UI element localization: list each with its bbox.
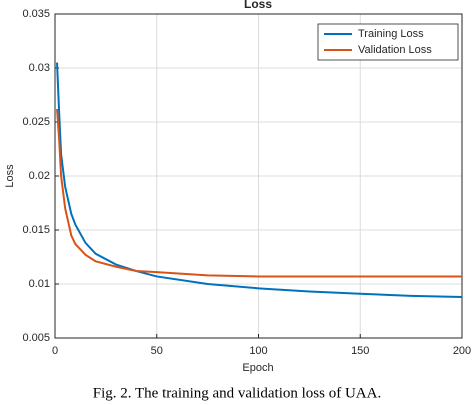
x-tick-label: 0 <box>52 345 58 357</box>
x-tick-label: 200 <box>453 345 471 357</box>
legend-label: Training Loss <box>358 28 424 40</box>
line <box>56 62 463 298</box>
y-tick-label: 0.03 <box>29 62 50 74</box>
y-tick-label: 0.02 <box>29 170 50 182</box>
x-tick-label: 100 <box>249 345 267 357</box>
y-tick-label: 0.015 <box>22 224 50 236</box>
line <box>56 108 462 278</box>
y-tick-label: 0.025 <box>22 116 50 128</box>
caption: Fig. 2. The training and validation loss… <box>93 385 381 401</box>
y-tick-label: 0.01 <box>29 278 50 290</box>
y-axis-label: Loss <box>4 164 16 188</box>
x-tick-label: 50 <box>151 345 163 357</box>
y-tick-label: 0.035 <box>22 8 50 20</box>
chart-title: Loss <box>244 0 272 11</box>
legend-box <box>317 23 459 61</box>
y-tick-label: 0.005 <box>22 332 50 344</box>
x-axis-label: Epoch <box>242 362 273 374</box>
plot-frame <box>54 13 463 339</box>
x-tick-label: 150 <box>351 345 369 357</box>
legend-label: Validation Loss <box>358 44 432 56</box>
